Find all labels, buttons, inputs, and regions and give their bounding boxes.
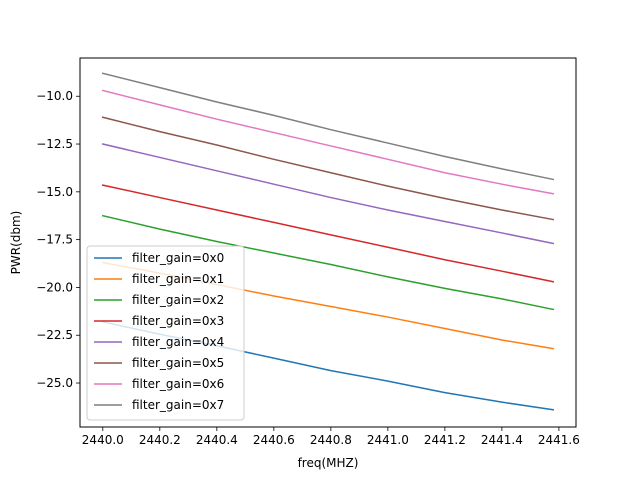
legend-label-7: filter_gain=0x7 xyxy=(132,398,224,412)
series-line-7 xyxy=(101,72,555,181)
y-tick-label: −25.0 xyxy=(36,376,73,390)
series-line-3 xyxy=(101,184,555,283)
legend: filter_gain=0x0 filter_gain=0x1 filter_gai… xyxy=(86,245,245,421)
series-line-6 xyxy=(101,89,555,195)
series-line-5 xyxy=(101,116,555,221)
x-tick-label: 2441.4 xyxy=(481,433,523,447)
y-tick-label: −15.0 xyxy=(36,185,73,199)
y-tick-label: −22.5 xyxy=(36,328,73,342)
x-tick-label: 2441.2 xyxy=(424,433,466,447)
legend-label-3: filter_gain=0x3 xyxy=(132,314,224,328)
series-line-2 xyxy=(101,214,555,311)
y-tick-label: −10.0 xyxy=(36,89,73,103)
legend-label-0: filter_gain=0x0 xyxy=(132,251,224,265)
plot-frame xyxy=(79,57,577,428)
x-tick-label: 2440.4 xyxy=(196,433,238,447)
legend-label-2: filter_gain=0x2 xyxy=(132,293,224,307)
x-axis-label: freq(MHZ) xyxy=(298,456,359,470)
x-tick-label: 2441.0 xyxy=(367,433,409,447)
legend-label-5: filter_gain=0x5 xyxy=(132,356,224,370)
legend-label-4: filter_gain=0x4 xyxy=(132,335,224,349)
legend-label-6: filter_gain=0x6 xyxy=(132,377,224,391)
x-tick-label: 2440.8 xyxy=(310,433,352,447)
x-tick-label: 2440.2 xyxy=(139,433,181,447)
legend-box xyxy=(86,245,245,421)
y-axis: −25.0 −22.5 −20.0 −17.5 −15.0 −12.5 −10.0 xyxy=(36,89,80,390)
y-axis-label: PWR(dbm) xyxy=(9,211,23,275)
y-tick-label: −12.5 xyxy=(36,137,73,151)
x-tick-label: 2441.6 xyxy=(538,433,580,447)
y-tick-label: −17.5 xyxy=(36,233,73,247)
x-axis: 2440.0 2440.2 2440.4 2440.6 2440.8 2441.0 2441… xyxy=(82,427,580,447)
x-tick-label: 2440.0 xyxy=(82,433,124,447)
y-tick-label: −20.0 xyxy=(36,280,73,294)
series-line-4 xyxy=(101,143,555,245)
legend-label-1: filter_gain=0x1 xyxy=(132,272,224,286)
x-tick-label: 2440.6 xyxy=(253,433,295,447)
